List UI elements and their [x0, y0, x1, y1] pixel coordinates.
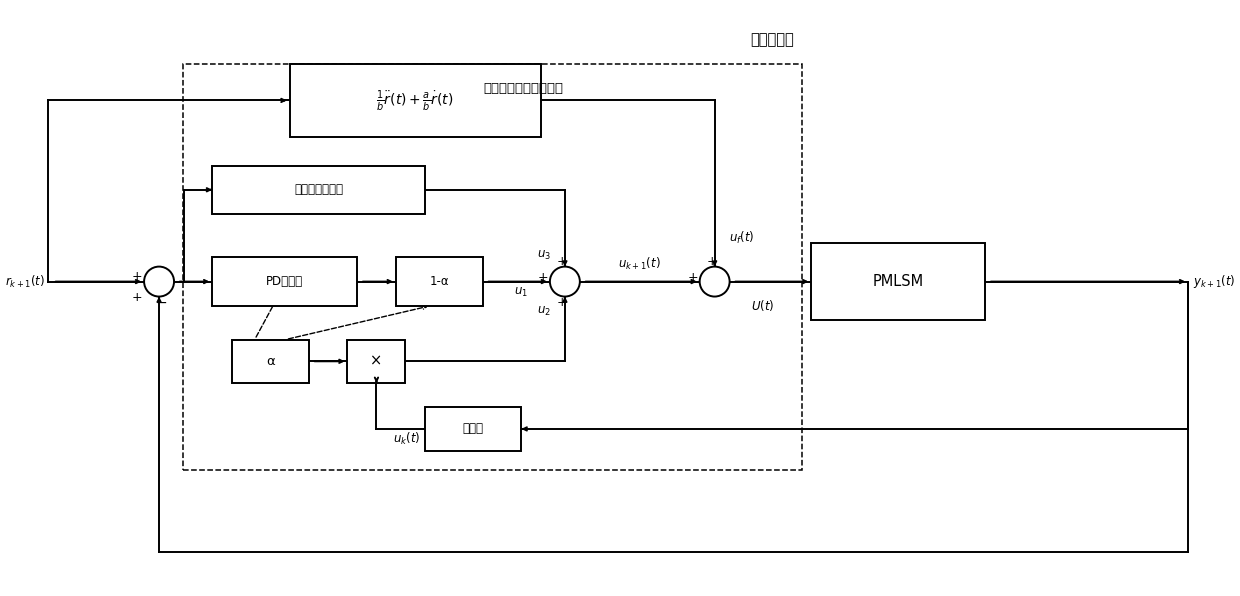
- Text: +: +: [538, 271, 548, 284]
- FancyBboxPatch shape: [212, 166, 425, 214]
- Text: PMLSM: PMLSM: [873, 274, 924, 289]
- Text: $u_{k+1}(t)$: $u_{k+1}(t)$: [619, 256, 661, 272]
- Text: $r_{k+1}(t)$: $r_{k+1}(t)$: [5, 274, 45, 290]
- Text: +: +: [557, 296, 567, 309]
- FancyBboxPatch shape: [347, 340, 405, 383]
- Text: $u_3$: $u_3$: [537, 249, 551, 262]
- FancyBboxPatch shape: [232, 340, 309, 383]
- Text: $u_1$: $u_1$: [513, 285, 528, 299]
- Text: 迭代控制学习律: 迭代控制学习律: [294, 184, 343, 196]
- Text: +: +: [688, 271, 698, 284]
- Text: $\frac{1}{b}\ddot{r}(t)+\frac{a}{b}\dot{r}(t)$: $\frac{1}{b}\ddot{r}(t)+\frac{a}{b}\dot{…: [376, 88, 454, 113]
- Text: $y_{k+1}(t)$: $y_{k+1}(t)$: [1193, 273, 1235, 290]
- Text: +: +: [707, 255, 717, 268]
- Text: +: +: [131, 270, 143, 283]
- Text: +: +: [557, 255, 567, 268]
- Circle shape: [699, 266, 729, 297]
- Text: −: −: [155, 296, 167, 309]
- FancyBboxPatch shape: [396, 257, 482, 306]
- Text: $u_2$: $u_2$: [537, 305, 551, 318]
- Text: $u_f(t)$: $u_f(t)$: [729, 229, 755, 246]
- Text: $u_k(t)$: $u_k(t)$: [393, 430, 420, 446]
- Text: 存储器: 存储器: [463, 423, 484, 436]
- Text: 1-α: 1-α: [429, 275, 449, 288]
- Text: $U(t)$: $U(t)$: [751, 298, 775, 313]
- Circle shape: [549, 266, 580, 297]
- FancyBboxPatch shape: [212, 257, 357, 306]
- Text: ×: ×: [371, 354, 383, 369]
- Text: α: α: [265, 355, 274, 368]
- Text: 前馈控制器: 前馈控制器: [750, 33, 795, 48]
- FancyBboxPatch shape: [425, 407, 521, 451]
- Text: +: +: [131, 291, 143, 304]
- Text: 改进型迭代学习控制器: 改进型迭代学习控制器: [484, 82, 563, 95]
- FancyBboxPatch shape: [811, 243, 986, 320]
- Text: PD控制器: PD控制器: [267, 275, 304, 288]
- Circle shape: [144, 266, 174, 297]
- FancyBboxPatch shape: [289, 64, 541, 136]
